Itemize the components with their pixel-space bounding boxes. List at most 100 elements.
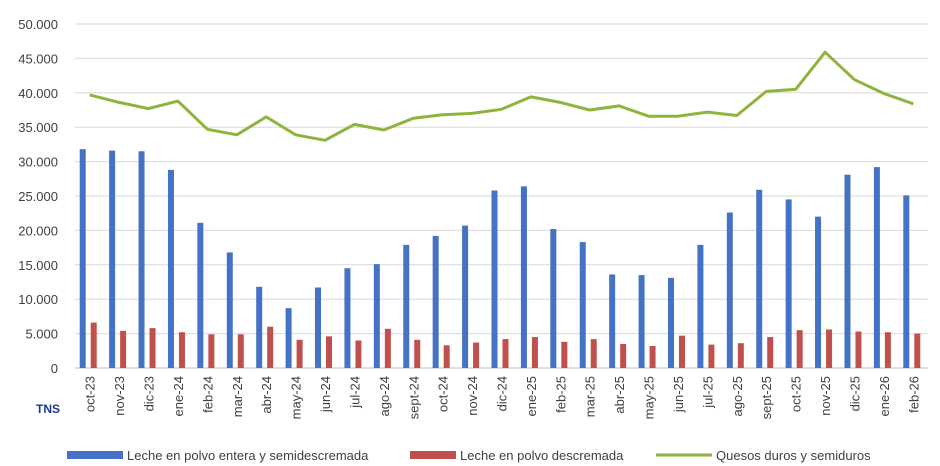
y-tick-label: 0 — [51, 361, 58, 376]
bar-descremada — [355, 340, 362, 368]
y-tick-label: 10.000 — [18, 292, 58, 307]
bar-entera — [226, 252, 233, 368]
bar-descremada — [708, 344, 715, 368]
bar-entera — [815, 216, 822, 368]
bar-descremada — [855, 331, 862, 368]
bar-entera — [756, 189, 763, 368]
bar-descremada — [267, 326, 274, 368]
bar-descremada — [296, 339, 303, 368]
bar-descremada — [649, 345, 656, 368]
bar-descremada — [914, 333, 921, 368]
bar-entera — [491, 190, 498, 368]
legend-label: Quesos duros y semiduros — [716, 448, 871, 463]
bar-descremada — [90, 322, 97, 368]
x-tick-label: ago-24 — [377, 376, 392, 416]
x-tick-label: feb-24 — [200, 376, 215, 413]
bar-descremada — [473, 342, 480, 368]
bar-descremada — [178, 332, 185, 368]
bar-descremada — [502, 339, 509, 368]
legend-swatch — [410, 451, 456, 459]
bar-entera — [873, 167, 880, 368]
bar-entera — [462, 225, 469, 368]
bar-descremada — [149, 328, 156, 368]
y-tick-label: 30.000 — [18, 155, 58, 170]
bar-entera — [138, 151, 145, 368]
bar-entera — [79, 149, 86, 368]
x-tick-label: dic-23 — [142, 376, 157, 411]
bar-entera — [903, 195, 910, 368]
bar-descremada — [531, 337, 538, 368]
bar-entera — [726, 212, 733, 368]
y-tick-label: 25.000 — [18, 189, 58, 204]
legend: Leche en polvo entera y semidescremada Le… — [67, 448, 871, 463]
x-tick-label: nov-25 — [818, 376, 833, 416]
x-tick-label: ago-25 — [730, 376, 745, 416]
x-tick-label: feb-25 — [553, 376, 568, 413]
series-line-quesos — [89, 50, 914, 142]
x-tick-label: sept-24 — [406, 376, 421, 419]
bar-descremada — [826, 329, 833, 368]
bar-entera — [285, 308, 292, 368]
bar-entera — [579, 242, 586, 368]
bar-entera — [315, 287, 322, 368]
bar-descremada — [326, 336, 333, 368]
x-tick-label: mar-24 — [230, 376, 245, 417]
bar-descremada — [208, 334, 215, 368]
x-tick-label: oct-23 — [83, 376, 98, 412]
x-tick-label: dic-25 — [848, 376, 863, 411]
x-tick-label: jun-24 — [318, 376, 333, 413]
bar-entera — [785, 199, 792, 368]
bar-descremada — [737, 343, 744, 368]
bar-descremada — [620, 343, 627, 368]
x-tick-label: nov-24 — [465, 376, 480, 416]
bar-descremada — [561, 341, 568, 368]
bar-entera — [667, 277, 674, 368]
y-axis: 0 5.000 10.000 15.000 20.000 25.000 30.000 35.0… — [18, 17, 58, 376]
y-tick-label: 15.000 — [18, 258, 58, 273]
x-tick-label: nov-23 — [112, 376, 127, 416]
x-tick-label: ene-26 — [877, 376, 892, 416]
legend-label: Leche en polvo descremada — [460, 448, 624, 463]
bar-entera — [256, 286, 263, 368]
bar-entera — [638, 275, 645, 368]
bar-entera — [344, 268, 351, 368]
line-series — [89, 50, 914, 142]
y-tick-label: 40.000 — [18, 86, 58, 101]
x-tick-label: ene-24 — [171, 376, 186, 416]
x-tick-label: mar-25 — [583, 376, 598, 417]
bar-descremada — [767, 337, 774, 368]
x-tick-label: jul-25 — [700, 376, 715, 409]
y-tick-label: 45.000 — [18, 51, 58, 66]
bar-descremada — [384, 328, 391, 368]
bar-entera — [697, 244, 704, 368]
x-tick-label: abr-24 — [259, 376, 274, 414]
gridlines — [75, 23, 928, 369]
y-tick-label: 50.000 — [18, 17, 58, 32]
y-tick-label: 35.000 — [18, 120, 58, 135]
y-tick-label: 20.000 — [18, 223, 58, 238]
x-tick-label: sept-25 — [759, 376, 774, 419]
bar-descremada — [678, 335, 685, 368]
bar-entera — [432, 235, 439, 368]
bar-descremada — [237, 334, 244, 368]
x-tick-label: may-25 — [642, 376, 657, 419]
bar-entera — [609, 274, 616, 368]
legend-label: Leche en polvo entera y semidescremada — [127, 448, 369, 463]
x-tick-label: feb-26 — [906, 376, 921, 413]
bar-descremada — [884, 332, 891, 368]
x-tick-label: oct-24 — [436, 376, 451, 412]
bar-entera — [109, 150, 116, 368]
bar-descremada — [590, 339, 597, 368]
bar-descremada — [120, 330, 127, 368]
x-tick-label: may-24 — [289, 376, 304, 419]
bars — [79, 149, 921, 368]
x-tick-label: jul-24 — [347, 376, 362, 409]
legend-swatch — [67, 451, 123, 459]
bar-entera — [520, 186, 527, 368]
unit-label: TNS — [36, 402, 60, 416]
x-tick-label: ene-25 — [524, 376, 539, 416]
bar-entera — [403, 244, 410, 368]
bar-entera — [197, 222, 204, 368]
bar-entera — [373, 264, 380, 368]
